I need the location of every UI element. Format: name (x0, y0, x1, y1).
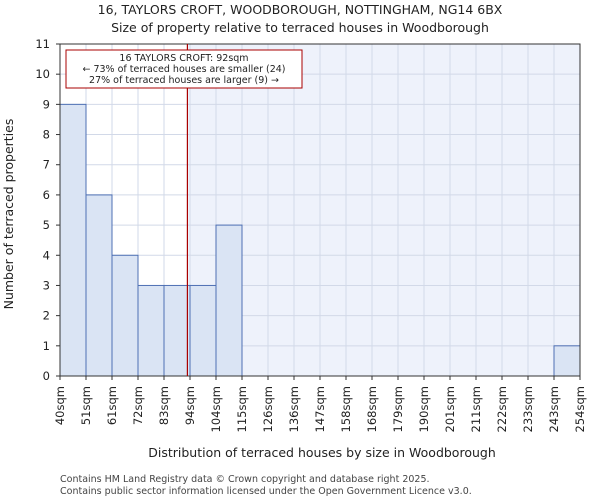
y-tick-label: 9 (43, 97, 50, 111)
y-tick-label: 0 (43, 369, 50, 383)
bar-72sqm (137, 284, 165, 377)
x-tick-label: 179sqm (391, 386, 405, 432)
y-tick-label: 10 (35, 67, 50, 81)
bar-61sqm (111, 254, 139, 377)
bar-243sqm (553, 345, 581, 377)
y-tick-label: 1 (43, 339, 50, 353)
bars (59, 103, 581, 377)
x-tick-label: 168sqm (365, 386, 379, 432)
annotation-box (65, 49, 303, 89)
y-tick-label: 4 (43, 248, 50, 262)
x-axis-label: Distribution of terraced houses by size … (148, 445, 496, 460)
plot-background (187, 44, 580, 376)
x-tick-label: 254sqm (573, 386, 587, 432)
x-tick-label: 233sqm (521, 386, 535, 432)
x-tick-label: 190sqm (417, 386, 431, 432)
y-tick-label: 6 (43, 188, 50, 202)
y-tick-label: 11 (35, 37, 50, 51)
bar-83sqm (163, 284, 191, 377)
chart-title: 16, TAYLORS CROFT, WOODBOROUGH, NOTTINGH… (98, 2, 503, 17)
x-tick-label: 115sqm (235, 386, 249, 432)
x-tick-label: 40sqm (53, 386, 67, 425)
bar-94sqm (189, 284, 217, 377)
annotation-line-1: 16 TAYLORS CROFT: 92sqm (119, 53, 248, 64)
x-tick-label: 72sqm (131, 386, 145, 425)
y-axis-label: Number of terraced properties (1, 119, 16, 310)
x-tick-label: 94sqm (183, 386, 197, 425)
x-tick-label: 136sqm (287, 386, 301, 432)
chart-subtitle: Size of property relative to terraced ho… (111, 20, 489, 35)
x-tick-label: 158sqm (339, 386, 353, 432)
x-tick-label: 61sqm (105, 386, 119, 425)
x-tick-label: 126sqm (261, 386, 275, 432)
highlight-region (187, 44, 580, 376)
annotation-line-2: ← 73% of terraced houses are smaller (24… (82, 64, 285, 75)
x-tick-label: 51sqm (79, 386, 93, 425)
x-tick-label: 147sqm (313, 386, 327, 432)
y-tick-label: 2 (43, 309, 50, 323)
x-tick-label: 211sqm (469, 386, 483, 432)
x-tick-label: 222sqm (495, 386, 509, 432)
y-tick-label: 5 (43, 218, 50, 232)
footer-line-2: Contains public sector information licen… (60, 486, 472, 497)
x-tick-label: 104sqm (209, 386, 223, 432)
bar-40sqm (59, 103, 87, 377)
y-tick-label: 7 (43, 158, 50, 172)
y-tick-label: 3 (43, 278, 50, 292)
bar-104sqm (215, 224, 243, 377)
x-tick-label: 83sqm (157, 386, 171, 425)
y-tick-label: 8 (43, 128, 50, 142)
bar-51sqm (85, 194, 113, 377)
grid-lines (59, 43, 581, 377)
x-axis-ticks: 40sqm 51sqm 61sqm 72sqm 83sqm 94sqm 104sqm 115s… (53, 376, 587, 432)
x-tick-label: 201sqm (443, 386, 457, 432)
y-axis-ticks: 0 1 2 3 4 5 6 7 8 9 10 11 (35, 37, 60, 383)
annotation-line-3: 27% of terraced houses are larger (9) → (89, 75, 279, 86)
footer-line-1: Contains HM Land Registry data © Crown c… (60, 474, 430, 485)
x-tick-label: 243sqm (547, 386, 561, 432)
